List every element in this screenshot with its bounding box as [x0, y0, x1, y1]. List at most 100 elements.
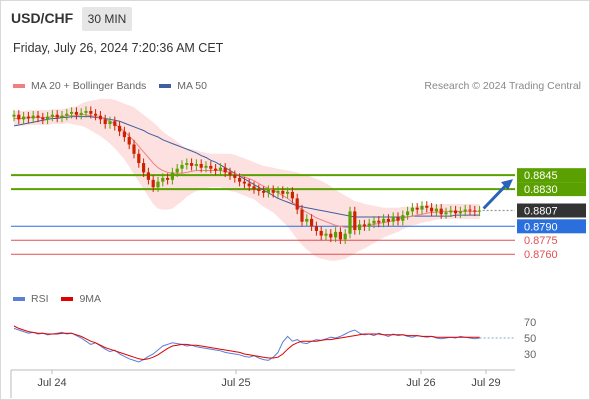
candle-body: [425, 205, 429, 208]
projection-arrow-shaft: [482, 183, 509, 210]
candle-body: [175, 168, 179, 173]
legend-item-rsi: RSI: [13, 293, 49, 305]
level-tag-0.8830: [517, 182, 586, 197]
candle-body: [262, 190, 266, 193]
candle-body: [127, 137, 131, 145]
candle-body: [209, 165, 213, 169]
candle-body: [358, 224, 362, 231]
rsi-tick-label: 50: [524, 333, 536, 345]
candle-body: [343, 233, 347, 240]
level-tag-0.8845: [517, 168, 586, 183]
candle-body: [415, 207, 419, 210]
level-label-0.8775: 0.8775: [524, 235, 558, 247]
candle-body: [185, 163, 189, 165]
candle-body: [199, 164, 203, 168]
candle-body: [132, 144, 136, 154]
rsi-ma-line: [13, 325, 480, 361]
candle-body: [406, 211, 410, 216]
candle-body: [214, 168, 218, 171]
candle-body: [194, 164, 198, 166]
candle-body: [334, 231, 338, 238]
candle-body: [473, 210, 477, 212]
candle-body: [74, 111, 78, 115]
candle-body: [223, 167, 227, 173]
candle-body: [218, 167, 222, 171]
candle-body: [151, 179, 155, 188]
candle-body: [430, 207, 434, 212]
candle-body: [65, 113, 69, 116]
candle-body: [290, 191, 294, 199]
candle-body: [142, 163, 146, 173]
candle-body: [108, 121, 112, 125]
candle-body: [122, 131, 126, 138]
candle-body: [310, 218, 314, 227]
legend-swatch-rsi: [13, 297, 25, 302]
candle-body: [252, 186, 256, 190]
candle-body: [281, 190, 285, 194]
candle-body: [98, 115, 102, 120]
candle-body: [156, 181, 160, 188]
candle-body: [170, 172, 174, 180]
candle-body: [386, 218, 390, 222]
candle-body: [276, 190, 280, 193]
candle-body: [17, 114, 21, 120]
symbol-title: USD/CHF: [11, 10, 74, 26]
candle-body: [46, 116, 50, 120]
candle-body: [319, 230, 323, 236]
candle-body: [449, 210, 453, 213]
level-label-0.8830: 0.8830: [524, 184, 558, 196]
candle-body: [113, 121, 117, 126]
candle-body: [382, 218, 386, 223]
legend-item-9ma: 9MA: [61, 293, 101, 305]
candle-body: [391, 217, 395, 222]
candle-body: [305, 218, 309, 222]
x-tick-label: Jul 29: [471, 377, 500, 389]
candle-body: [271, 190, 275, 193]
candle-body: [377, 220, 381, 223]
candle-body: [396, 217, 400, 221]
candle-body: [79, 112, 83, 115]
candle-body: [372, 220, 376, 224]
legend-swatch-ma20: [13, 84, 25, 89]
candle-body: [314, 226, 318, 231]
candle-body: [31, 115, 35, 119]
legend-label-rsi: RSI: [31, 293, 49, 305]
candle-body: [329, 233, 333, 238]
candle-body: [353, 211, 357, 231]
level-label-0.8807: 0.8807: [524, 205, 558, 217]
price-legend: MA 20 + Bollinger Bands MA 50: [13, 80, 217, 92]
candle-body: [137, 153, 141, 164]
candle-body: [89, 111, 93, 114]
candle-body: [26, 116, 30, 119]
candle-body: [166, 177, 170, 180]
candle-body: [410, 207, 414, 212]
candle-body: [228, 172, 232, 176]
rsi-line: [13, 327, 480, 363]
candle-body: [12, 114, 16, 117]
chart-header: USD/CHF 30 MIN: [0, 0, 590, 36]
level-label-0.8760: 0.8760: [524, 249, 558, 261]
legend-label-ma50: MA 50: [177, 80, 207, 92]
candle-body: [300, 209, 304, 222]
candle-body: [401, 215, 405, 221]
candle-body: [84, 111, 88, 113]
rsi-tick-label: 70: [524, 317, 536, 329]
candle-body: [94, 113, 98, 116]
candle-body: [103, 119, 107, 125]
candle-body: [50, 114, 54, 117]
legend-label-ma20: MA 20 + Bollinger Bands: [31, 80, 147, 92]
candle-body: [180, 164, 184, 169]
candle-body: [242, 181, 246, 184]
candle-body: [367, 223, 371, 227]
level-tag-0.8790: [517, 219, 586, 234]
candle-body: [478, 210, 482, 212]
candle-body: [324, 233, 328, 236]
candle-body: [454, 210, 458, 214]
x-tick-label: Jul 24: [37, 377, 66, 389]
candle-body: [338, 231, 342, 240]
projection-arrowhead: [501, 179, 513, 191]
timeframe-button[interactable]: 30 MIN: [82, 7, 132, 31]
candle-body: [36, 115, 40, 118]
candle-body: [348, 211, 352, 234]
